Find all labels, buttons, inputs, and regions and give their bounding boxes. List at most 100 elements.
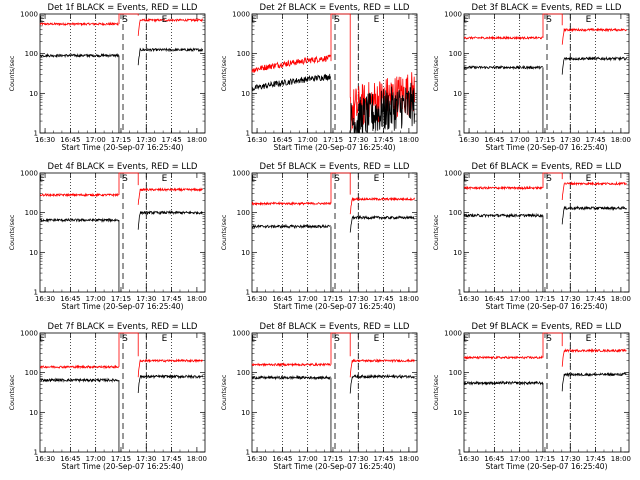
lld-series-pre — [251, 362, 331, 368]
lld-series-post — [137, 187, 203, 205]
x-tick-label: 16:30 — [35, 136, 55, 144]
x-tick-label: 16:30 — [35, 295, 55, 303]
x-tick-label: 16:30 — [247, 455, 267, 463]
time-marker-label: E — [162, 334, 168, 344]
time-marker-label: E — [463, 15, 469, 25]
lld-saa-spike — [118, 332, 139, 367]
y-tick-label: 100 — [237, 209, 250, 217]
y-tick-label: 10 — [241, 409, 250, 417]
x-tick-label: 16:30 — [247, 295, 267, 303]
x-tick-label: 18:00 — [187, 136, 207, 144]
time-marker-label: E — [251, 174, 257, 184]
x-tick-label: 18:00 — [399, 295, 419, 303]
events-series-pre — [463, 380, 543, 386]
time-marker-label: E — [463, 174, 469, 184]
y-tick-label: 10 — [453, 409, 462, 417]
events-series-pre — [39, 377, 119, 383]
x-tick-label: 17:30 — [136, 136, 156, 144]
events-series-pre — [39, 217, 119, 223]
y-tick-label: 1 — [246, 130, 250, 138]
y-tick-label: 100 — [237, 50, 250, 58]
time-marker-label: E — [39, 15, 45, 25]
panel-9: Det 9f BLACK = Events, RED = LLD 1 10 100 10… — [432, 322, 631, 471]
y-tick-label: 100 — [449, 369, 462, 377]
lld-series-post — [349, 196, 415, 215]
x-tick-label: 18:00 — [187, 295, 207, 303]
x-tick-label: 17:30 — [348, 295, 368, 303]
x-tick-label: 16:45 — [484, 455, 504, 463]
events-series-post — [137, 47, 203, 66]
y-tick-label: 1 — [246, 289, 250, 297]
lld-series-pre — [39, 21, 119, 27]
panel-title: Det 6f BLACK = Events, RED = LLD — [472, 162, 622, 172]
events-series-pre — [463, 212, 543, 219]
y-tick-label: 10 — [241, 90, 250, 98]
x-axis-label: Start Time (20-Sep-07 16:25:40) — [486, 462, 608, 471]
y-axis-label: Counts/sec — [8, 374, 16, 410]
y-axis-label: Counts/sec — [432, 374, 440, 410]
y-axis-label: Counts/sec — [220, 55, 228, 91]
y-tick-label: 1000 — [232, 11, 250, 19]
x-tick-label: 17:00 — [298, 455, 318, 463]
x-tick-label: 16:30 — [247, 136, 267, 144]
time-marker-label: E — [374, 15, 380, 25]
x-tick-label: 17:30 — [560, 136, 580, 144]
x-axis-label: Start Time (20-Sep-07 16:25:40) — [62, 302, 184, 311]
lld-series-post — [137, 358, 203, 378]
panel-title: Det 3f BLACK = Events, RED = LLD — [472, 3, 622, 13]
y-tick-label: 1000 — [444, 330, 462, 338]
x-tick-label: 18:00 — [611, 455, 631, 463]
time-marker-label: S — [122, 174, 128, 184]
time-marker-label: S — [334, 15, 340, 25]
panel-title: Det 8f BLACK = Events, RED = LLD — [260, 322, 410, 332]
y-tick-label: 1000 — [232, 170, 250, 178]
x-tick-label: 17:30 — [348, 455, 368, 463]
lld-saa-spike — [330, 332, 351, 365]
x-tick-label: 16:30 — [35, 455, 55, 463]
plot-frame — [251, 172, 418, 293]
x-tick-label: 17:45 — [586, 295, 606, 303]
plot-frame — [463, 172, 630, 293]
x-tick-label: 17:00 — [86, 295, 106, 303]
x-tick-label: 17:30 — [560, 295, 580, 303]
y-tick-label: 1000 — [444, 170, 462, 178]
events-series-post — [349, 373, 415, 394]
x-tick-label: 18:00 — [611, 295, 631, 303]
y-tick-label: 1 — [34, 130, 38, 138]
y-axis-label: Counts/sec — [220, 374, 228, 410]
panel-4: Det 4f BLACK = Events, RED = LLD 1 10 100 10… — [8, 162, 207, 311]
time-marker-label: E — [162, 15, 168, 25]
x-axis-label: Start Time (20-Sep-07 16:25:40) — [274, 143, 396, 152]
x-tick-label: 17:30 — [136, 455, 156, 463]
y-tick-label: 1000 — [20, 170, 38, 178]
x-tick-label: 17:15 — [111, 136, 131, 144]
panel-title: Det 5f BLACK = Events, RED = LLD — [260, 162, 410, 172]
x-tick-label: 17:15 — [323, 455, 343, 463]
lld-saa-spike — [542, 13, 563, 38]
panel-7: Det 7f BLACK = Events, RED = LLD 1 10 100 10… — [8, 322, 207, 471]
x-tick-label: 18:00 — [611, 136, 631, 144]
time-marker-label: E — [39, 174, 45, 184]
y-tick-label: 1 — [458, 130, 462, 138]
time-marker-label: S — [546, 334, 552, 344]
x-tick-label: 18:00 — [399, 136, 419, 144]
time-marker-label: E — [463, 334, 469, 344]
y-axis-label: Counts/sec — [432, 55, 440, 91]
x-tick-label: 17:00 — [510, 295, 530, 303]
y-tick-label: 10 — [29, 409, 38, 417]
x-tick-label: 17:00 — [298, 295, 318, 303]
lld-series-pre — [463, 185, 543, 191]
x-tick-label: 17:45 — [162, 295, 182, 303]
panel-2: Det 2f BLACK = Events, RED = LLD 1 10 100 10… — [220, 3, 419, 152]
lld-saa-spike — [542, 332, 563, 358]
lld-series-pre — [251, 54, 331, 74]
x-tick-label: 18:00 — [399, 455, 419, 463]
events-series-pre — [251, 73, 331, 92]
events-series-pre — [39, 52, 119, 59]
y-axis-label: Counts/sec — [220, 214, 228, 250]
x-tick-label: 17:00 — [86, 455, 106, 463]
y-tick-label: 100 — [449, 209, 462, 217]
plot-frame — [463, 13, 630, 134]
x-axis-label: Start Time (20-Sep-07 16:25:40) — [274, 462, 396, 471]
x-tick-label: 16:45 — [484, 136, 504, 144]
